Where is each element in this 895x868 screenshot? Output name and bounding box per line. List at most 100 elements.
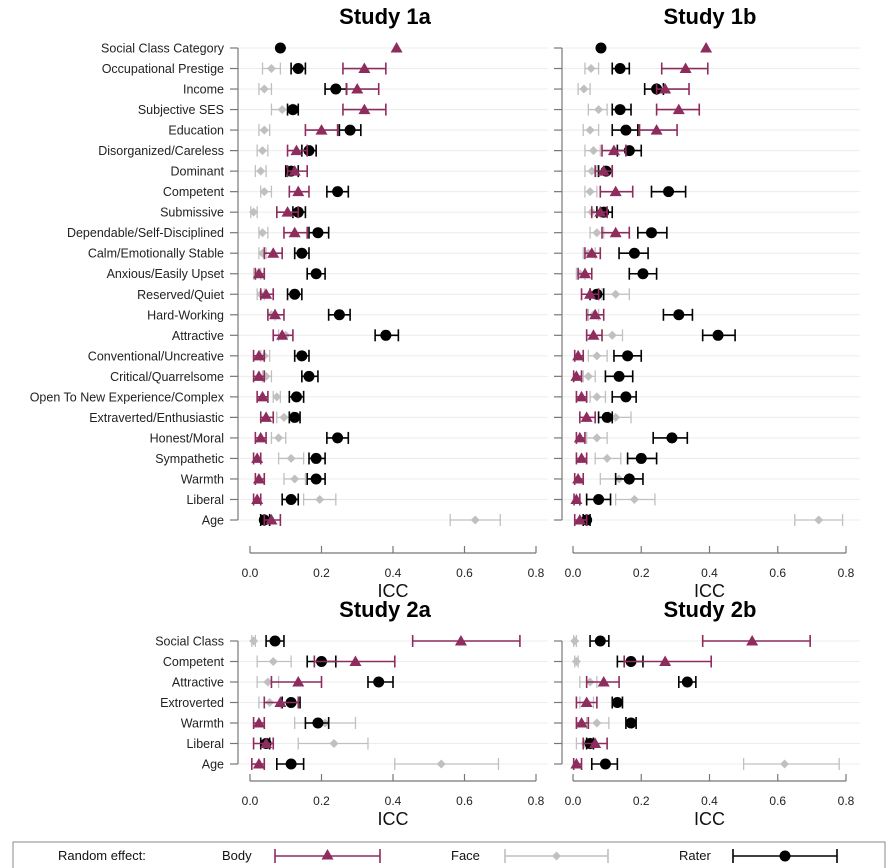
point-face <box>286 453 296 463</box>
category-label: Extroverted <box>160 696 224 710</box>
legend-label-body: Body <box>222 848 252 863</box>
point-body <box>672 103 685 115</box>
point-rater <box>613 370 625 382</box>
x-axis-label: ICC <box>378 809 409 829</box>
category-label: Age <box>202 514 224 528</box>
category-label: Sympathetic <box>155 452 224 466</box>
point-face <box>585 187 595 197</box>
point-face <box>436 759 446 769</box>
point-face <box>594 105 604 115</box>
point-rater <box>332 186 344 198</box>
x-tick-label: 0.6 <box>456 566 473 580</box>
point-body <box>390 42 403 53</box>
series-rater <box>258 42 400 526</box>
point-body <box>650 124 663 135</box>
point-face <box>611 289 621 299</box>
point-body <box>570 758 583 769</box>
point-body <box>580 411 593 422</box>
point-face <box>611 412 621 422</box>
point-body <box>256 390 269 402</box>
x-axis-label: ICC <box>694 809 725 829</box>
point-rater <box>312 717 324 729</box>
point-face <box>583 371 593 381</box>
category-label: Social Class <box>155 635 224 649</box>
point-face <box>470 515 480 525</box>
category-label: Hard-Working <box>147 308 224 322</box>
legend-title: Random effect: <box>58 848 146 863</box>
point-body <box>358 103 371 115</box>
point-rater <box>614 104 626 116</box>
category-label: Calm/Emotionally Stable <box>88 247 224 261</box>
point-body <box>573 514 586 525</box>
point-rater <box>333 309 345 321</box>
category-label: Conventional/Uncreative <box>88 349 224 363</box>
point-face <box>592 351 602 361</box>
point-body <box>575 390 588 402</box>
point-rater <box>593 493 605 505</box>
point-rater <box>296 247 308 259</box>
x-tick-label: 0.4 <box>701 794 718 808</box>
point-face <box>268 657 278 666</box>
category-label: Warmth <box>181 472 224 486</box>
x-axis-label: ICC <box>378 581 409 601</box>
point-body <box>589 308 602 320</box>
category-label: Age <box>202 758 224 772</box>
category-label: Dependable/Self-Disciplined <box>67 226 224 240</box>
point-body <box>252 717 265 728</box>
point-face <box>585 125 595 135</box>
panel-study-2a: Study 2a Social Class Competent Attractive E… <box>155 597 548 829</box>
legend-box <box>12 841 886 868</box>
category-label: Income <box>183 83 224 97</box>
category-label: Competent <box>163 655 225 669</box>
x-tick-label: 0.0 <box>565 794 582 808</box>
point-body <box>659 83 672 94</box>
category-label: Education <box>168 124 224 138</box>
point-body <box>252 267 265 279</box>
legend-body-symbol <box>274 849 381 863</box>
point-body <box>269 308 282 320</box>
category-label: Open To New Experience/Complex <box>30 390 225 404</box>
point-body <box>585 247 598 258</box>
point-body <box>578 267 591 279</box>
point-body <box>584 288 597 299</box>
point-face <box>259 187 269 197</box>
point-face <box>780 759 790 769</box>
point-rater <box>623 473 635 485</box>
point-rater <box>712 329 724 341</box>
point-body <box>607 144 620 156</box>
point-face <box>329 739 339 748</box>
point-body <box>570 370 583 381</box>
point-body <box>252 370 265 381</box>
legend-label-face: Face <box>451 848 480 863</box>
point-rater <box>601 411 613 423</box>
point-body <box>597 165 610 176</box>
point-face <box>588 146 598 156</box>
point-rater <box>620 124 632 136</box>
point-body <box>679 62 692 74</box>
x-tick-label: 0.4 <box>385 566 402 580</box>
series-face <box>575 43 844 526</box>
point-rater <box>620 391 632 403</box>
point-face <box>258 146 268 156</box>
series-body <box>570 635 811 770</box>
x-tick-label: 0.6 <box>456 794 473 808</box>
point-body <box>589 737 602 748</box>
point-body <box>572 349 585 361</box>
point-face <box>592 433 602 443</box>
category-label: Honest/Moral <box>150 431 224 445</box>
point-rater <box>269 635 281 647</box>
category-label: Warmth <box>181 717 224 731</box>
x-tick-label: 0.2 <box>313 794 330 808</box>
category-label: Subjective SES <box>138 103 224 117</box>
point-body <box>454 635 467 646</box>
point-rater <box>289 411 301 423</box>
panel-title: Study 2a <box>339 597 431 622</box>
point-body <box>609 226 622 238</box>
point-face <box>607 330 617 340</box>
point-face <box>256 166 266 176</box>
category-label: Liberal <box>186 493 224 507</box>
point-body <box>351 83 364 94</box>
point-rater <box>296 350 308 362</box>
point-rater <box>681 676 693 688</box>
